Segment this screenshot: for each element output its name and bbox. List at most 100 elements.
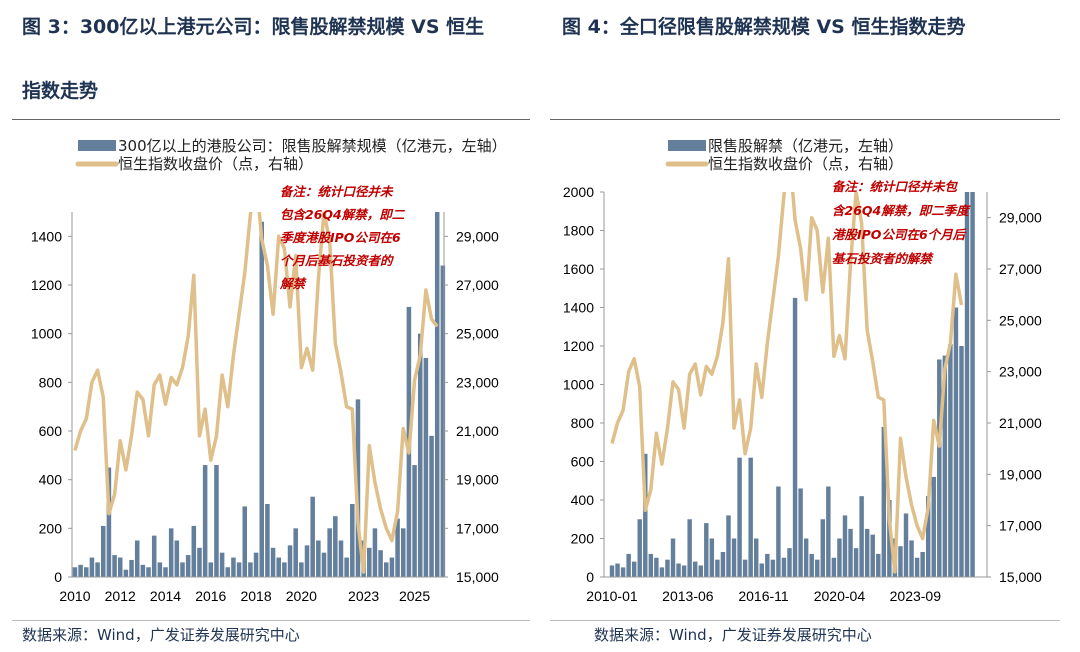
bar — [134, 540, 140, 577]
bar — [815, 559, 820, 577]
bar — [770, 559, 776, 577]
bar — [100, 525, 106, 577]
bar — [681, 565, 687, 577]
bar — [378, 550, 383, 577]
right-tick-label: 17,000 — [999, 518, 1042, 534]
annotation-note: 备注：统计口径并未包 — [832, 179, 959, 194]
bar — [225, 567, 231, 577]
bar — [964, 192, 970, 577]
x-tick-label: 2020-04 — [814, 588, 866, 604]
legend-bar-swatch — [668, 140, 706, 151]
bar — [953, 307, 959, 577]
left-tick-label: 400 — [39, 472, 63, 488]
bar — [423, 358, 429, 577]
left-tick-label: 2000 — [563, 184, 594, 200]
bar — [282, 562, 287, 577]
bar — [78, 564, 83, 577]
bar — [920, 551, 925, 577]
right-tick-label: 25,000 — [999, 312, 1042, 328]
legend-line-label: 恒生指数收盘价（点，右轴） — [708, 155, 903, 173]
bar — [903, 513, 909, 577]
bar — [367, 547, 372, 577]
left-tick-label: 1200 — [31, 277, 62, 293]
x-tick-label: 2018 — [240, 588, 271, 604]
bar — [643, 453, 648, 577]
bar — [417, 333, 423, 577]
bar — [384, 562, 389, 577]
bar — [333, 516, 338, 577]
right-tick-label: 25,000 — [456, 326, 499, 342]
bar — [434, 212, 440, 577]
bar — [970, 192, 975, 577]
bar — [826, 486, 831, 577]
left-tick-label: 1400 — [563, 300, 594, 316]
bar — [140, 564, 146, 577]
bar — [609, 565, 615, 577]
bar — [864, 528, 870, 577]
bar — [692, 561, 698, 577]
bar — [698, 565, 703, 577]
bar — [715, 559, 720, 577]
bar — [389, 557, 395, 577]
bar — [338, 540, 344, 577]
bar — [637, 519, 642, 577]
bar — [720, 551, 726, 577]
chart-3-source: 数据来源：Wind，广发证券发展研究中心 — [22, 626, 300, 644]
bar — [412, 465, 417, 577]
bar — [242, 506, 248, 577]
left-tick-label: 200 — [39, 520, 63, 536]
bar — [84, 567, 89, 577]
right-tick-label: 23,000 — [456, 374, 499, 390]
bar — [327, 528, 332, 577]
bar — [615, 563, 620, 577]
right-tick-label: 17,000 — [456, 520, 499, 536]
bar — [759, 563, 764, 577]
bar — [208, 562, 214, 577]
bar — [631, 561, 637, 577]
right-tick-label: 19,000 — [999, 466, 1042, 482]
x-tick-label: 2023 — [348, 588, 379, 604]
bar — [310, 496, 315, 577]
bar — [820, 519, 826, 577]
bar — [787, 548, 792, 577]
bar — [665, 559, 670, 577]
bar — [429, 435, 434, 577]
bar — [914, 557, 920, 577]
bar — [287, 545, 293, 577]
bar — [202, 465, 208, 577]
bar — [942, 355, 948, 577]
hsi-line — [73, 212, 439, 574]
bar — [837, 538, 842, 577]
x-tick-label: 2013-06 — [662, 588, 714, 604]
annotation-note: 港股IPO公司在6个月后 — [832, 227, 968, 242]
bar — [648, 553, 654, 577]
x-tick-label: 2010 — [59, 588, 90, 604]
bar — [180, 562, 185, 577]
bar — [350, 504, 355, 577]
bar — [117, 557, 123, 577]
bar — [748, 457, 753, 577]
bar — [726, 515, 731, 577]
bar — [937, 359, 942, 577]
bar — [197, 547, 202, 577]
bar — [620, 567, 626, 577]
x-tick-label: 2010-01 — [586, 588, 638, 604]
x-tick-label: 2025 — [399, 588, 430, 604]
legend-bar-label: 限售股解禁（亿港元，左轴） — [708, 137, 903, 155]
bar — [123, 569, 129, 577]
right-tick-label: 21,000 — [999, 415, 1042, 431]
bar — [781, 557, 787, 577]
bar — [842, 515, 848, 577]
bar — [876, 553, 881, 577]
x-tick-label: 2012 — [105, 588, 136, 604]
bar — [395, 518, 400, 577]
bar — [163, 567, 168, 577]
left-tick-label: 200 — [571, 531, 595, 547]
legend-bar-label: 300亿以上的港股公司：限售股解禁规模（亿港元，左轴） — [118, 137, 507, 155]
left-tick-label: 1000 — [31, 326, 62, 342]
x-tick-label: 2016 — [195, 588, 226, 604]
bar — [654, 557, 659, 577]
x-tick-label: 2016-11 — [738, 588, 789, 604]
right-tick-label: 27,000 — [456, 277, 499, 293]
bar — [174, 540, 180, 577]
